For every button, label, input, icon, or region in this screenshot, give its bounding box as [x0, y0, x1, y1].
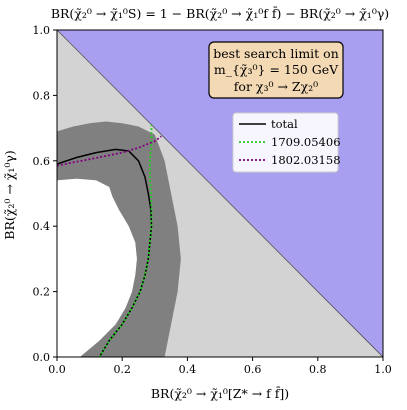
x-tick-label: 0.2	[113, 363, 131, 376]
x-tick-label: 1.0	[374, 363, 392, 376]
x-axis-title: BR(χ̃₂⁰ → χ̃₁⁰[Z* → f f̄])	[151, 385, 289, 401]
data-lines	[57, 124, 162, 357]
plot-frame	[56, 29, 384, 358]
y-tick-label: 0.6	[33, 155, 51, 168]
legend-label-1802: 1802.03158	[271, 153, 341, 167]
legend-frame	[232, 112, 339, 173]
y-tick-label: 1.0	[33, 24, 51, 37]
legend-label-total: total	[271, 117, 298, 131]
legend-label-1709: 1709.05406	[271, 135, 341, 149]
y-tick-label: 0.8	[33, 89, 51, 102]
diagonal-boundary	[56, 29, 384, 358]
x-tick-label: 0.8	[309, 363, 327, 376]
chart-title: BR(χ̃₂⁰ → χ̃₁⁰S) = 1 − BR(χ̃₂⁰ → χ̃₁⁰f f…	[51, 5, 389, 21]
legend: total 1709.05406 1802.03158	[232, 112, 341, 173]
excluded-region	[57, 178, 137, 357]
annotation-box: best search limit on m_{χ̃₃⁰} = 150 GeV …	[208, 41, 344, 99]
y-tick-label: 0.4	[33, 220, 51, 233]
annotation-line-1: best search limit on	[213, 46, 339, 61]
y-tick-label: 0.0	[33, 351, 51, 364]
annotation-background	[208, 41, 344, 99]
x-tick-label: 0.6	[244, 363, 262, 376]
x-tick-label: 0.0	[48, 363, 66, 376]
axes: 0.0 0.2 0.4 0.6 0.8 1.0 0.0 0.2 0.4 0.6 0.8 1.0	[33, 24, 392, 376]
annotation-line-2: m_{χ̃₃⁰} = 150 GeV	[214, 62, 339, 77]
x-tick-label: 0.4	[179, 363, 197, 376]
annotation-line-3: for χ₃⁰ → Zχ₂⁰	[234, 79, 318, 94]
y-axis-title: BR(χ̃₂⁰ → χ̃₁⁰γ)	[2, 150, 17, 239]
y-tick-label: 0.2	[33, 286, 51, 299]
